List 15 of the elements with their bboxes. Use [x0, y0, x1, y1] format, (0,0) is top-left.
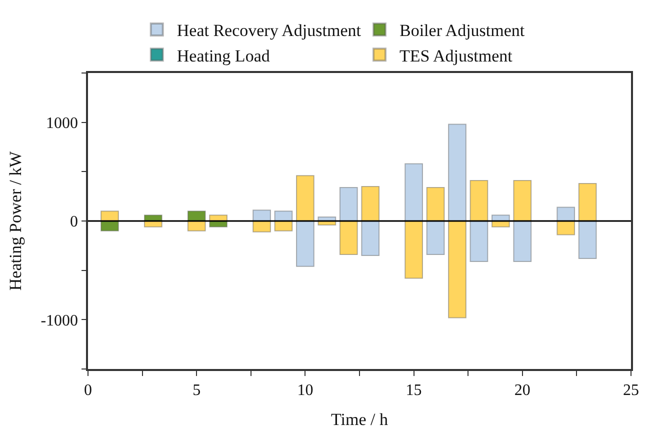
legend-label: Heating Load — [176, 46, 270, 66]
legend-label: TES Adjustment — [400, 46, 513, 66]
x-tick-label: 5 — [192, 382, 201, 399]
y-tick-label: 0 — [70, 214, 78, 231]
x-tick-label: 0 — [84, 382, 92, 399]
y-axis-title: Heating Power / kW — [6, 150, 25, 291]
legend-label: Boiler Adjustment — [400, 21, 525, 40]
x-axis-title: Time / h — [330, 410, 388, 429]
y-tick-label: 1000 — [46, 114, 78, 132]
y-tick-label: -1000 — [40, 312, 78, 330]
x-tick-label: 20 — [514, 382, 530, 399]
x-tick-label: 25 — [623, 382, 639, 399]
x-tick-label: 15 — [406, 382, 422, 399]
x-tick-label: 10 — [297, 382, 314, 399]
legend-label: Heat Recovery Adjustment — [176, 21, 362, 40]
